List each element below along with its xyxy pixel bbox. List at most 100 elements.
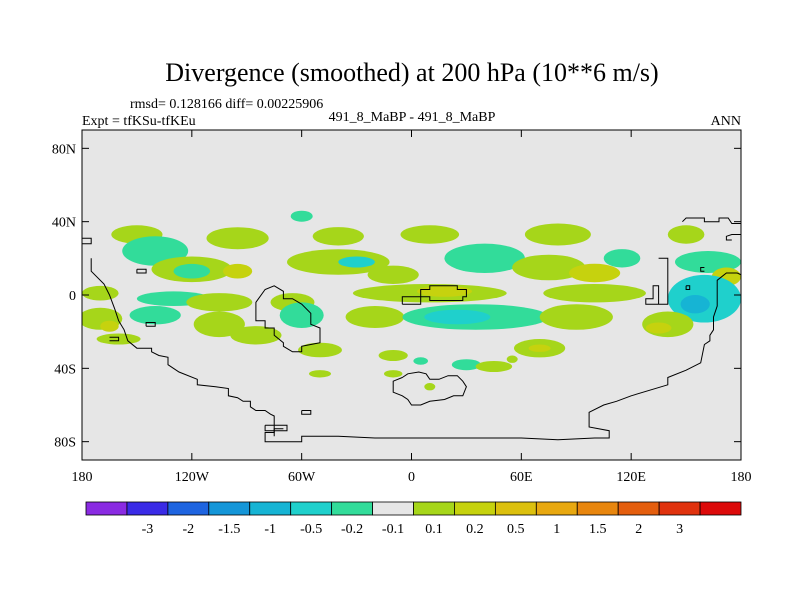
colorbar-swatch-15 [699, 501, 742, 516]
colorbar-swatch-1 [126, 501, 169, 516]
contour-region-50 [413, 357, 429, 365]
coastline-segment-11 [645, 257, 669, 305]
colorbar-label-8: 0.2 [466, 522, 484, 537]
coastline-segment-8 [301, 410, 312, 415]
coastline-segment-14 [685, 285, 691, 290]
expt-label: Expt = tfKSu-tfKEu [82, 114, 196, 129]
contour-region-43 [378, 350, 408, 361]
coastline-segment-3 [145, 322, 156, 327]
coastline-segment-2 [136, 268, 147, 274]
contour-region-44 [451, 359, 481, 371]
chart-title: Divergence (smoothed) at 200 hPa (10**6 … [165, 58, 658, 87]
colorbar-swatch-2 [167, 501, 210, 516]
colorbar-swatch-8 [413, 501, 455, 516]
y-tick-label-0: 80N [52, 142, 76, 157]
contour-region-11 [287, 249, 390, 275]
x-tick-label-2: 60W [288, 470, 316, 485]
contour-region-31 [129, 306, 181, 325]
x-axis: 180 120W 60W 0 60E 120E 180 [72, 130, 752, 485]
contour-region-17 [603, 249, 641, 268]
contour-region-25 [417, 285, 472, 297]
y-tick-label-2: 0 [69, 289, 76, 304]
contour-region-16 [569, 263, 621, 283]
colorbar-swatch-5 [290, 501, 333, 516]
x-tick-label-3: 0 [408, 470, 415, 485]
y-axis: 80N 40N 0 40S 80S [52, 142, 741, 451]
contour-region-45 [475, 361, 513, 372]
contour-region-52 [506, 355, 518, 363]
coastline-segment-6 [392, 371, 467, 406]
colorbar-swatch-4 [249, 501, 292, 516]
contour-region-51 [424, 383, 436, 391]
colorbar-label-9: 0.5 [507, 522, 525, 537]
contour-region-26 [543, 284, 646, 303]
contour-region-13 [367, 265, 419, 284]
colorbar-swatch-0 [85, 501, 128, 516]
contour-region-2 [312, 227, 364, 246]
colorbar-label-2: -1.5 [218, 522, 240, 537]
colorbar-label-1: -2 [182, 522, 194, 537]
contour-region-42 [298, 342, 342, 358]
coastline-segment-13 [725, 234, 741, 241]
colorbar-swatch-9 [454, 501, 496, 516]
contour-region-30 [100, 320, 119, 332]
colorbar-label-10: 1 [553, 522, 560, 537]
x-tick-label-5: 120E [616, 470, 646, 485]
contour-region-34 [345, 306, 405, 328]
colorbar-swatch-11 [535, 501, 578, 516]
contour-region-32 [193, 311, 245, 338]
colorbar-swatch-13 [617, 501, 660, 516]
colorbar-swatch-14 [658, 501, 701, 516]
colorbar-label-0: -3 [142, 522, 154, 537]
contour-region-48 [309, 370, 331, 378]
contour-region-12 [338, 256, 375, 268]
y-tick-label-4: 80S [54, 436, 76, 451]
coastline-segment-12 [682, 217, 741, 224]
stats-text: rmsd= 0.128166 diff= 0.00225906 [130, 97, 323, 112]
coastline-segment-15 [700, 267, 705, 272]
contour-fields [82, 210, 741, 391]
colorbar-label-4: -0.5 [300, 522, 322, 537]
coastline-segment-0 [82, 237, 92, 245]
colorbar-label-13: 3 [676, 522, 683, 537]
coastline-segment-10 [273, 428, 284, 437]
contour-region-20 [82, 285, 119, 301]
x-tick-label-6: 180 [731, 470, 752, 485]
contour-region-47 [528, 344, 551, 352]
contour-region-6 [290, 210, 313, 222]
contour-region-28 [680, 295, 710, 314]
contour-region-39 [645, 322, 672, 334]
colorbar: -3 -2 -1.5 -1 -0.5 -0.2 -0.1 0.1 0.2 0.5 1 1.5 2 3 [85, 501, 742, 537]
contour-region-33 [279, 302, 324, 329]
contour-region-5 [667, 225, 705, 244]
contour-region-18 [675, 251, 741, 273]
colorbar-swatch-7 [372, 501, 414, 516]
contour-region-22 [186, 293, 253, 312]
coastline-segment-1 [90, 258, 741, 443]
y-tick-label-1: 40N [52, 216, 76, 231]
colorbar-label-3: -1 [264, 522, 276, 537]
colorbar-label-11: 1.5 [589, 522, 607, 537]
y-tick-label-3: 40S [54, 362, 76, 377]
contour-region-1 [206, 227, 269, 250]
colorbar-label-6: -0.1 [382, 522, 404, 537]
contour-region-37 [539, 304, 613, 330]
case-label: 491_8_MaBP - 491_8_MaBP [329, 110, 496, 125]
coastline-segment-4 [109, 336, 120, 342]
colorbar-label-5: -0.2 [341, 522, 363, 537]
contour-region-14 [444, 243, 525, 273]
contour-region-9 [223, 263, 253, 279]
colorbar-label-7: 0.1 [425, 522, 443, 537]
contour-region-10 [173, 263, 211, 279]
contour-region-3 [400, 225, 460, 244]
colorbar-swatch-12 [576, 501, 619, 516]
contour-region-36 [424, 309, 491, 325]
contour-region-41 [230, 326, 282, 345]
colorbar-swatch-6 [331, 501, 373, 516]
coastline-segment-9 [264, 424, 288, 432]
colorbar-label-12: 2 [635, 522, 642, 537]
colorbar-swatch-10 [494, 501, 537, 516]
contour-region-15 [512, 254, 586, 281]
x-tick-label-4: 60E [510, 470, 533, 485]
contour-region-4 [524, 223, 591, 246]
